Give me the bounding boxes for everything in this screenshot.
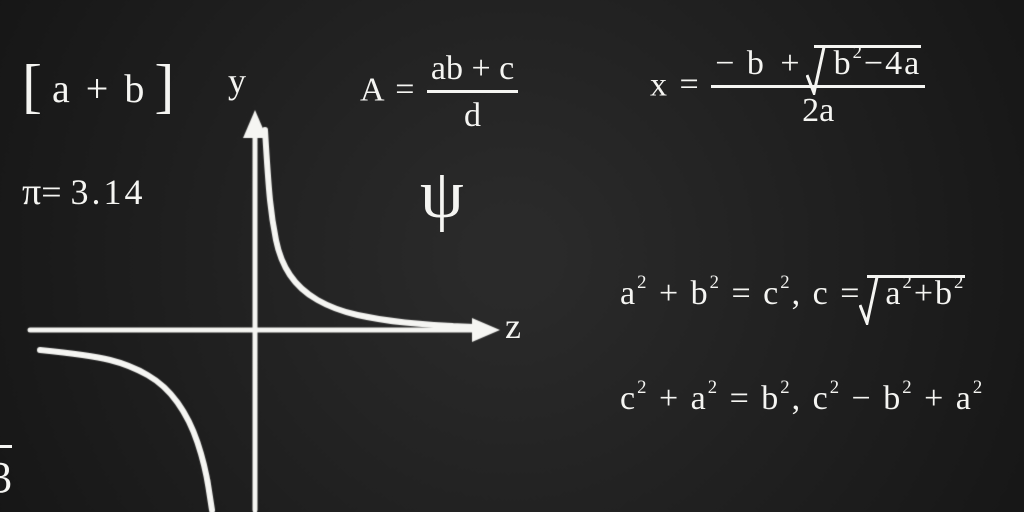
pi-symbol: π xyxy=(22,171,41,213)
pythag-line-2: c2 + a2 = b2, c2 − b2 + a2 xyxy=(620,380,984,418)
bracket-expression: [ a + b ] xyxy=(22,48,174,117)
radical-icon xyxy=(806,45,826,95)
z-axis-label: z xyxy=(505,305,521,347)
quadratic-formula: x = − b + b2−4a 2a xyxy=(650,45,925,130)
radical-icon xyxy=(859,275,879,325)
partial-glyph: 3 xyxy=(0,445,12,503)
left-bracket: [ xyxy=(22,53,42,119)
pi-equation: π= 3.14 xyxy=(22,170,146,214)
fraction-formula: A = ab + c d xyxy=(360,50,518,135)
radical-bar xyxy=(814,45,922,48)
y-axis-label: y xyxy=(228,60,246,102)
right-bracket: ] xyxy=(154,53,174,119)
radical-bar xyxy=(867,275,965,278)
pythag-line-1: a2 + b2 = c2, c = a2+b2 xyxy=(620,275,965,313)
psi-symbol: ψ xyxy=(420,155,464,235)
